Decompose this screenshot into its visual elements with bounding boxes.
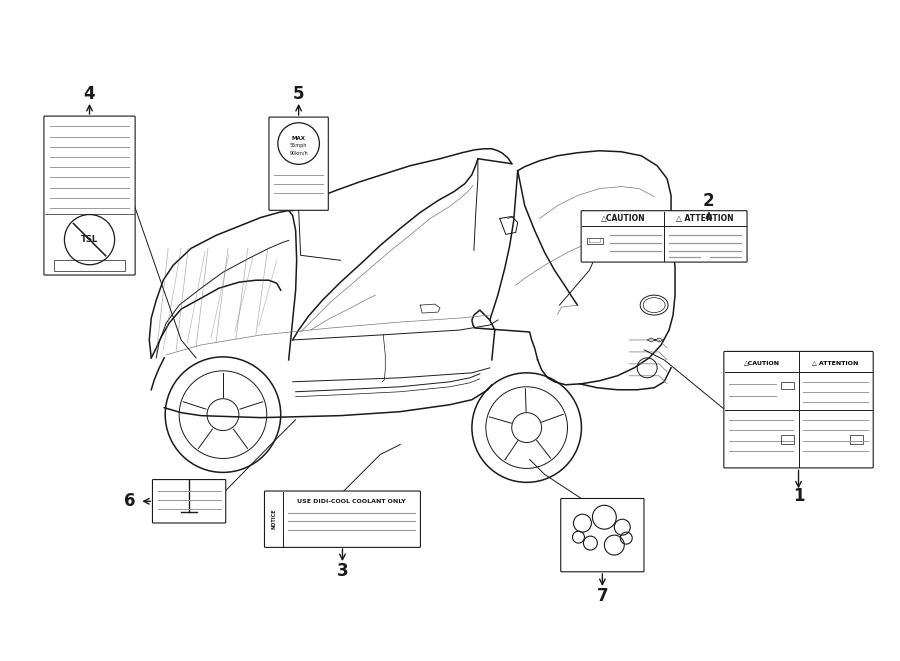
FancyBboxPatch shape	[724, 352, 873, 468]
Bar	[850, 435, 863, 444]
Text: △CAUTION: △CAUTION	[743, 360, 779, 365]
Text: NOTICE: NOTICE	[272, 509, 276, 529]
Bar	[587, 237, 603, 244]
Text: 2: 2	[703, 192, 715, 210]
FancyBboxPatch shape	[581, 211, 747, 262]
Text: 4: 4	[84, 85, 95, 103]
Text: 3: 3	[337, 562, 348, 580]
Text: △CAUTION: △CAUTION	[600, 214, 645, 223]
FancyBboxPatch shape	[44, 116, 135, 275]
FancyBboxPatch shape	[152, 480, 226, 523]
Text: 55mph: 55mph	[290, 143, 307, 148]
Text: △ ATTENTION: △ ATTENTION	[812, 360, 859, 365]
Bar	[781, 435, 794, 444]
Text: 5: 5	[292, 85, 304, 103]
Text: 6: 6	[123, 492, 135, 510]
Text: 7: 7	[597, 587, 608, 605]
Text: USE DIDI-COOL COOLANT ONLY: USE DIDI-COOL COOLANT ONLY	[297, 499, 406, 504]
Text: 90km/h: 90km/h	[289, 150, 308, 155]
Text: △ ATTENTION: △ ATTENTION	[677, 214, 734, 223]
FancyBboxPatch shape	[561, 498, 644, 572]
Text: TSL: TSL	[81, 235, 98, 244]
Bar	[589, 237, 600, 243]
FancyBboxPatch shape	[265, 491, 420, 547]
FancyBboxPatch shape	[269, 117, 328, 210]
Bar	[781, 383, 794, 389]
Text: MAX: MAX	[292, 136, 306, 141]
Bar	[54, 260, 125, 271]
Text: 1: 1	[793, 487, 805, 505]
